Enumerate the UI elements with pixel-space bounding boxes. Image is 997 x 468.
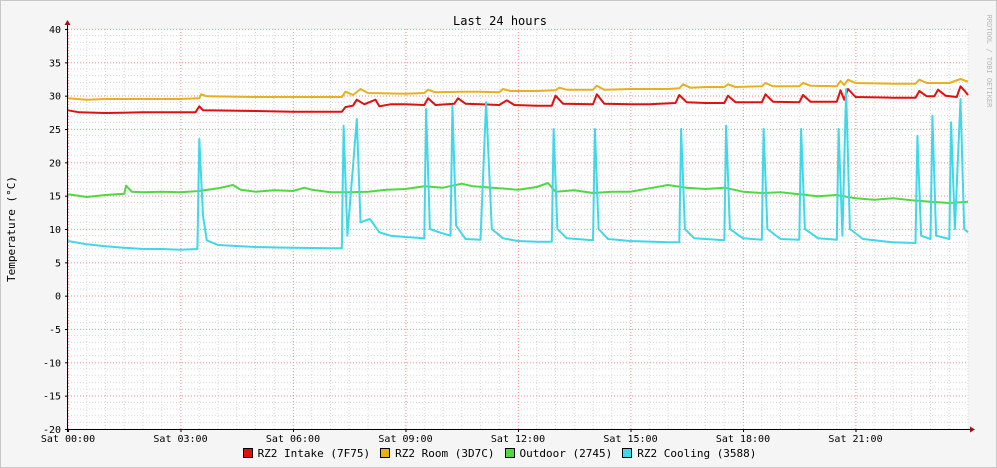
y-axis-arrow bbox=[64, 20, 71, 25]
legend-label: Outdoor (2745) bbox=[519, 447, 613, 460]
y-tick-label: 10 bbox=[49, 225, 61, 236]
legend-swatch bbox=[622, 448, 633, 458]
x-tick-label: Sat 21:00 bbox=[828, 434, 882, 445]
legend-label: RZ2 Intake (7F75) bbox=[257, 447, 371, 460]
y-tick-label: 40 bbox=[49, 25, 61, 36]
y-tick-label: -20 bbox=[43, 425, 61, 436]
y-tick-label: 30 bbox=[49, 92, 61, 103]
legend-item: Outdoor (2745) bbox=[504, 447, 613, 460]
y-tick-label: 20 bbox=[49, 158, 61, 169]
y-tick-label: 15 bbox=[49, 192, 61, 203]
legend-swatch bbox=[504, 448, 515, 458]
legend-label: RZ2 Cooling (3588) bbox=[637, 447, 757, 460]
legend-swatch bbox=[380, 448, 391, 458]
y-tick-label: 25 bbox=[49, 125, 61, 136]
x-tick-label: Sat 18:00 bbox=[716, 434, 770, 445]
series-line bbox=[67, 88, 969, 251]
y-tick-label: 35 bbox=[49, 58, 61, 69]
x-tick-label: Sat 06:00 bbox=[266, 434, 320, 445]
legend-item: RZ2 Intake (7F75) bbox=[242, 447, 371, 460]
legend-swatch bbox=[242, 448, 253, 458]
series-line bbox=[67, 182, 969, 204]
y-axis-label: Temperature (°C) bbox=[5, 176, 18, 282]
y-tick-label: -10 bbox=[43, 358, 61, 369]
y-tick-label: -5 bbox=[49, 325, 61, 336]
y-tick-label: 5 bbox=[55, 258, 61, 269]
series-line bbox=[67, 78, 969, 101]
chart-title: Last 24 hours bbox=[453, 14, 547, 28]
y-tick-label: -15 bbox=[43, 392, 61, 403]
x-tick-label: Sat 12:00 bbox=[491, 434, 545, 445]
legend: RZ2 Intake (7F75) RZ2 Room (3D7C) Outdoor … bbox=[1, 447, 997, 460]
legend-item: RZ2 Cooling (3588) bbox=[622, 447, 756, 460]
legend-item: RZ2 Room (3D7C) bbox=[380, 447, 495, 460]
legend-label: RZ2 Room (3D7C) bbox=[395, 447, 495, 460]
series-line bbox=[67, 85, 969, 114]
x-tick-label: Sat 00:00 bbox=[41, 434, 95, 445]
watermark: RRDTOOL / TOBI OETIKER bbox=[985, 15, 993, 109]
x-tick-label: Sat 03:00 bbox=[153, 434, 207, 445]
x-tick-label: Sat 15:00 bbox=[603, 434, 657, 445]
y-tick-label: 0 bbox=[55, 292, 61, 303]
x-axis-arrow bbox=[970, 426, 975, 433]
x-tick-label: Sat 09:00 bbox=[378, 434, 432, 445]
